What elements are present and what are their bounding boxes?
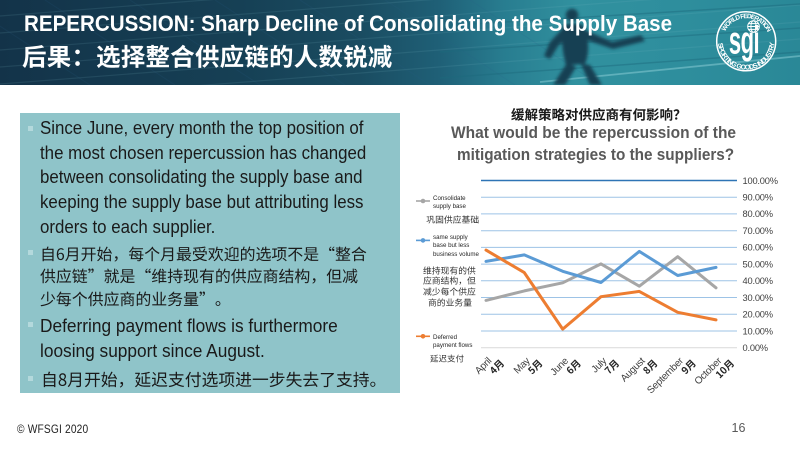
svg-text:80.00%: 80.00% bbox=[743, 209, 773, 219]
svg-text:20.00%: 20.00% bbox=[743, 310, 773, 320]
svg-text:July: July bbox=[590, 356, 610, 376]
svg-text:10.00%: 10.00% bbox=[743, 326, 773, 336]
svg-text:70.00%: 70.00% bbox=[743, 226, 773, 236]
svg-text:September: September bbox=[645, 355, 686, 396]
svg-text:October: October bbox=[693, 355, 725, 387]
svg-text:50.00%: 50.00% bbox=[743, 259, 773, 269]
svg-text:April: April bbox=[473, 356, 494, 377]
svg-text:60.00%: 60.00% bbox=[743, 243, 773, 253]
svg-text:30.00%: 30.00% bbox=[743, 293, 773, 303]
svg-text:June: June bbox=[549, 355, 572, 378]
svg-text:0.00%: 0.00% bbox=[743, 343, 768, 353]
svg-text:May: May bbox=[512, 356, 533, 377]
svg-text:40.00%: 40.00% bbox=[743, 276, 773, 286]
svg-text:100.00%: 100.00% bbox=[743, 176, 778, 186]
svg-text:90.00%: 90.00% bbox=[743, 193, 773, 203]
svg-text:August: August bbox=[619, 355, 648, 384]
